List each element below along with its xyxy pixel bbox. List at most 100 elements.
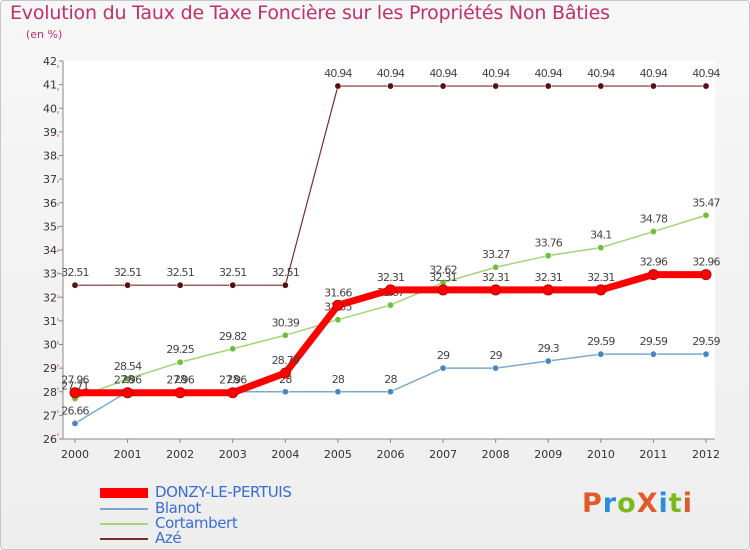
data-point-cortambert — [544, 252, 552, 260]
data-label-cortambert: 30.39 — [272, 316, 300, 329]
data-label-az-: 32.51 — [272, 266, 300, 279]
data-label-donzy-le-pertuis: 32.31 — [535, 271, 563, 284]
legend-swatch-aze — [100, 538, 148, 540]
chart-title: Evolution du Taux de Taxe Foncière sur l… — [10, 2, 610, 24]
data-label-donzy-le-pertuis: 32.31 — [429, 271, 457, 284]
data-label-az-: 40.94 — [482, 67, 510, 80]
x-tick-label: 2012 — [692, 448, 720, 461]
data-point-az- — [439, 82, 447, 90]
data-point-az- — [702, 82, 710, 90]
data-point-blanot — [334, 388, 342, 396]
data-point-cortambert — [334, 316, 342, 324]
legend-label-blanot: Blanot — [155, 499, 201, 517]
data-label-blanot: 28 — [174, 373, 187, 386]
data-point-donzy-le-pertuis — [595, 284, 607, 296]
data-label-cortambert: 35.47 — [692, 196, 720, 209]
data-point-az- — [71, 281, 79, 289]
data-label-cortambert: 29.82 — [219, 330, 247, 343]
data-label-donzy-le-pertuis: 27.96 — [114, 374, 142, 387]
logo-letter: P — [582, 488, 603, 519]
data-label-cortambert: 33.27 — [482, 248, 510, 261]
data-point-az- — [544, 82, 552, 90]
data-label-az-: 40.94 — [640, 67, 668, 80]
logo-letter: X — [636, 488, 659, 519]
data-label-az-: 32.51 — [114, 266, 142, 279]
data-label-blanot: 29 — [489, 349, 502, 362]
data-label-donzy-le-pertuis: 27.96 — [166, 374, 194, 387]
data-point-donzy-le-pertuis — [174, 387, 186, 399]
data-point-az- — [281, 281, 289, 289]
data-point-az- — [386, 82, 394, 90]
y-tick-label: 36 — [43, 197, 57, 210]
data-label-blanot: 29 — [437, 349, 450, 362]
x-tick-label: 2001 — [114, 448, 142, 461]
data-label-donzy-le-pertuis: 32.31 — [482, 271, 510, 284]
y-tick-label: 39 — [43, 126, 57, 139]
plot-area — [63, 61, 715, 439]
data-point-az- — [649, 82, 657, 90]
logo-letter: t — [668, 488, 683, 519]
data-point-cortambert — [229, 345, 237, 353]
data-label-blanot: 29.3 — [538, 342, 560, 355]
data-point-blanot — [544, 357, 552, 365]
x-tick-label: 2011 — [639, 448, 667, 461]
data-point-donzy-le-pertuis — [279, 367, 291, 379]
data-point-donzy-le-pertuis — [122, 387, 134, 399]
data-point-az- — [597, 82, 605, 90]
legend-label-donzy: DONZY-LE-PERTUIS — [155, 483, 292, 501]
data-label-blanot: 29.59 — [587, 335, 615, 348]
logo-letter: i — [658, 488, 669, 519]
y-tick-label: 34 — [43, 244, 57, 257]
data-label-az-: 40.94 — [377, 67, 405, 80]
legend-swatch-blanot — [100, 508, 148, 510]
y-tick-label: 29 — [43, 362, 57, 375]
data-point-cortambert — [597, 244, 605, 252]
x-tick-label: 2008 — [482, 448, 510, 461]
x-tick-label: 2005 — [324, 448, 352, 461]
data-label-blanot: 28 — [384, 373, 397, 386]
data-label-blanot: 29.59 — [640, 335, 668, 348]
y-tick-label: 35 — [43, 220, 57, 233]
data-label-donzy-le-pertuis: 31.66 — [324, 286, 352, 299]
y-tick-label: 37 — [43, 173, 57, 186]
data-label-donzy-le-pertuis: 27.96 — [61, 374, 89, 387]
data-point-cortambert — [176, 358, 184, 366]
data-point-donzy-le-pertuis — [647, 269, 659, 281]
x-tick-label: 2000 — [61, 448, 89, 461]
logo-letter: r — [602, 488, 618, 519]
data-label-donzy-le-pertuis: 28.79 — [272, 354, 300, 367]
data-point-donzy-le-pertuis — [542, 284, 554, 296]
data-point-az- — [124, 281, 132, 289]
data-label-cortambert: 34.1 — [590, 229, 611, 242]
logo-letter: i — [682, 488, 693, 519]
legend-swatch-donzy — [100, 488, 148, 498]
data-point-az- — [176, 281, 184, 289]
data-label-donzy-le-pertuis: 27.96 — [219, 374, 247, 387]
data-label-az-: 40.94 — [535, 67, 563, 80]
logo-letter: o — [617, 488, 637, 519]
y-tick-label: 41 — [43, 79, 57, 92]
data-label-cortambert: 34.78 — [640, 213, 668, 226]
proxiti-logo: ProXiti — [582, 488, 693, 519]
data-label-donzy-le-pertuis: 32.31 — [587, 271, 615, 284]
data-point-donzy-le-pertuis — [332, 299, 344, 311]
x-tick-label: 2009 — [534, 448, 562, 461]
data-label-blanot: 26.66 — [61, 404, 89, 417]
data-point-cortambert — [386, 301, 394, 309]
data-label-az-: 40.94 — [429, 67, 457, 80]
x-tick-label: 2010 — [587, 448, 615, 461]
data-label-blanot: 28 — [227, 373, 240, 386]
legend-swatch-cortambert — [100, 523, 148, 525]
data-label-az-: 40.94 — [587, 67, 615, 80]
data-label-cortambert: 28.54 — [114, 360, 142, 373]
y-tick-label: 33 — [43, 268, 57, 281]
legend-label-aze: Azé — [155, 529, 182, 547]
data-label-donzy-le-pertuis: 32.96 — [692, 256, 720, 269]
y-tick-label: 32 — [43, 291, 57, 304]
data-point-blanot — [439, 364, 447, 372]
data-point-blanot — [386, 388, 394, 396]
data-label-az-: 40.94 — [692, 67, 720, 80]
data-point-blanot — [71, 419, 79, 427]
data-label-blanot: 28 — [332, 373, 345, 386]
